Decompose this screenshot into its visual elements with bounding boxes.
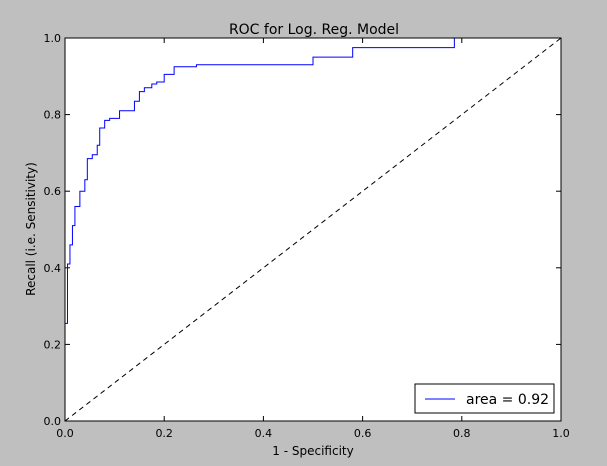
y-tick-label: 0.2 [44,338,62,351]
x-tick-label: 1.0 [552,427,570,440]
y-axis-ticks: 0.0 0.2 0.4 0.6 0.8 1.0 [44,32,561,428]
x-tick-label: 0.8 [453,427,471,440]
y-tick-label: 1.0 [44,32,62,45]
series-layer [64,37,562,422]
y-axis-label: Recall (i.e. Sensitivity) [24,162,38,296]
y-tick-label: 0.6 [44,185,62,198]
x-tick-label: 0.4 [255,427,273,440]
y-tick-label: 0.4 [44,262,62,275]
chart-title: ROC for Log. Reg. Model [229,22,399,38]
x-tick-label: 0.2 [155,427,173,440]
x-tick-label: 0.6 [354,427,372,440]
plot-frame [64,37,562,422]
legend: area = 0.92 [414,383,555,414]
y-tick-label: 0.0 [44,415,62,428]
x-tick-label: 0.0 [56,427,74,440]
roc-curve-line [64,37,561,421]
legend-label-roc: area = 0.92 [466,392,549,408]
x-axis-label: 1 - Specificity [272,444,353,458]
y-tick-label: 0.8 [44,109,62,122]
chance-diagonal-line [64,37,562,422]
